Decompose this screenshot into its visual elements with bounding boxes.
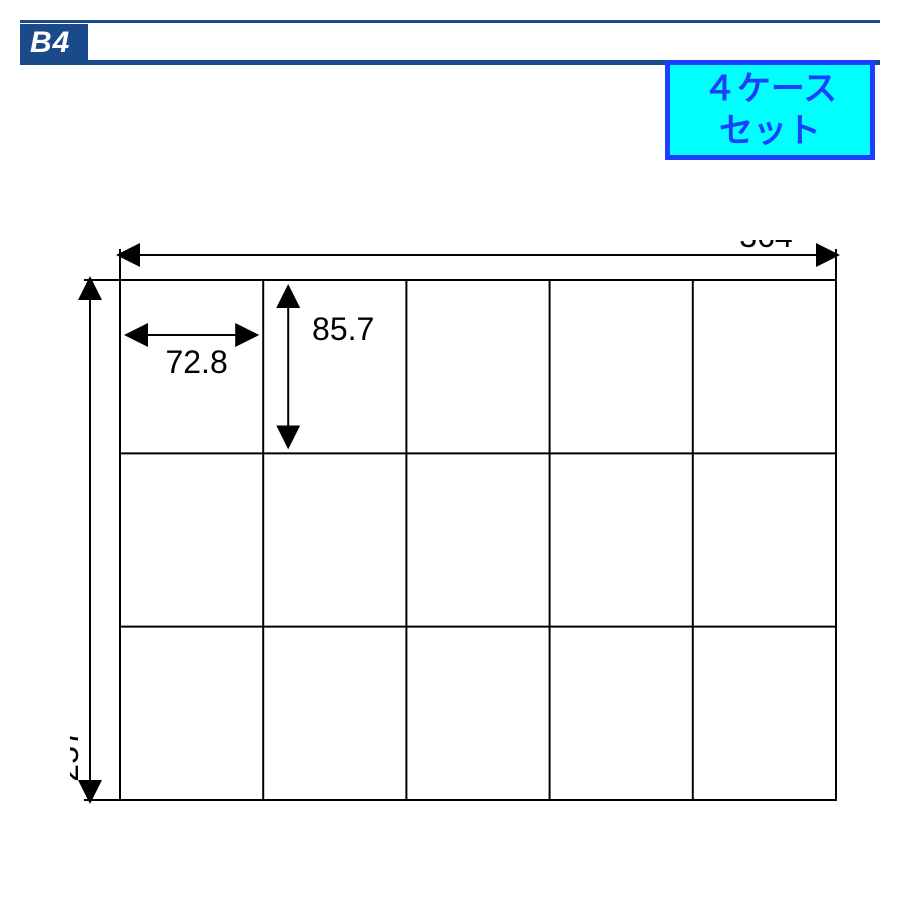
case-set-badge-text: ４ケース セット — [703, 68, 837, 153]
dim-label-total-width: 364 — [739, 240, 792, 254]
dim-label-cell-width: 72.8 — [165, 344, 227, 380]
dim-label-cell-height: 85.7 — [312, 311, 374, 347]
paper-size-label: B4 — [20, 24, 88, 62]
dim-label-total-height: 257 — [70, 728, 85, 781]
header-line-top — [20, 20, 880, 23]
case-set-badge: ４ケース セット — [665, 60, 875, 160]
sheet-dimension-diagram: 364 257 72.8 85.7 — [70, 240, 850, 860]
